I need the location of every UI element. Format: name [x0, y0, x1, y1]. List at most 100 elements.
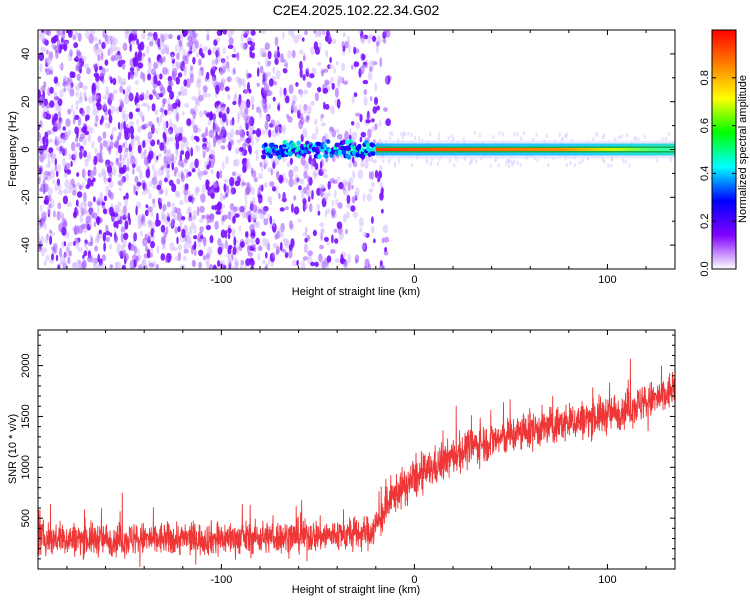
spectrogram-cell: [180, 216, 186, 221]
spectrogram-cell: [94, 43, 99, 50]
spectrogram-cell: [252, 197, 256, 205]
spectrogram-cell: [293, 195, 297, 201]
spectrogram-cell: [244, 107, 249, 116]
spectrogram-cell: [299, 49, 304, 55]
spectrogram-cell: [101, 41, 106, 50]
spectrogram-cell: [108, 114, 113, 124]
spectrogram-cell: [269, 181, 275, 188]
spectrogram-cell: [165, 120, 169, 129]
spectrogram-cell: [174, 131, 180, 137]
spectrogram-cell: [183, 194, 189, 204]
spectrogram-cell: [348, 138, 353, 144]
spectrogram-cell: [182, 48, 186, 57]
spectrogram-cell: [114, 53, 119, 61]
spectrogram-cell: [315, 125, 319, 135]
spectrogram-cell: [299, 178, 305, 185]
spectrogram-cell: [163, 109, 168, 115]
spectrogram-cell: [160, 34, 165, 43]
spectrogram-cell: [180, 141, 184, 151]
snr-x-tick-label: -100: [210, 574, 232, 586]
spectrogram-cell: [436, 161, 440, 166]
spectrogram-x-tick-label: 100: [598, 274, 616, 286]
spectrogram-cell: [281, 127, 286, 135]
spectrogram-cell: [342, 213, 347, 223]
spectrogram-cell: [107, 96, 111, 104]
spectrogram-cell: [146, 35, 151, 41]
spectrogram-cell: [251, 103, 255, 110]
spectrogram-cell: [321, 30, 326, 36]
spectrogram-cell: [278, 174, 284, 184]
spectrogram-cell: [127, 212, 131, 222]
spectrogram-cell: [162, 204, 167, 212]
spectrogram-cell: [227, 233, 231, 240]
spectrogram-cell: [43, 199, 48, 205]
spectrogram-cell: [235, 261, 239, 269]
spectrogram-cell: [262, 259, 266, 265]
spectrogram-cell: [72, 110, 76, 119]
spectrogram-cell: [86, 67, 91, 75]
spectrogram-cell: [94, 95, 99, 102]
spectrogram-cell: [285, 177, 289, 184]
spectrogram-cell: [234, 158, 240, 167]
spectrogram-cell: [73, 226, 78, 236]
spectrogram-cell: [306, 81, 312, 88]
spectrogram-cell: [382, 224, 388, 234]
spectrogram-cell: [200, 193, 206, 203]
spectrogram-cell: [132, 167, 135, 175]
spectrogram-cell: [281, 125, 287, 132]
spectrogram-cell: [117, 201, 122, 208]
spectrogram-cell: [243, 210, 248, 218]
spectrogram-cell: [120, 181, 123, 186]
spectrogram-cell: [307, 188, 313, 198]
spectrogram-cell: [102, 208, 108, 215]
spectrogram-cell: [119, 76, 123, 87]
spectrogram-cell: [67, 257, 71, 264]
spectrogram-cell: [361, 242, 366, 251]
spectrogram-cell: [337, 133, 343, 140]
spectrogram-cell: [289, 157, 293, 165]
spectrogram-cell: [226, 94, 231, 100]
spectrogram-cell: [291, 259, 298, 267]
spectrogram-cell: [318, 169, 324, 176]
spectrogram-cell: [76, 73, 81, 81]
spectrogram-cell: [147, 32, 153, 37]
spectrogram-cell: [151, 103, 156, 112]
spectrogram-cell: [100, 51, 104, 61]
spectrogram-cell: [160, 57, 163, 64]
spectrogram-cell: [278, 192, 281, 200]
spectrogram-cell: [43, 259, 47, 267]
spectrogram-cell: [313, 30, 317, 35]
spectrogram-y-tick-label: -20: [20, 189, 32, 205]
spectrogram-cell: [381, 158, 385, 164]
spectrogram-cell: [323, 101, 326, 110]
spectrogram-cell: [165, 188, 168, 197]
spectrogram-cell: [301, 37, 305, 42]
spectrogram-cell: [175, 61, 180, 71]
spectrogram-cell: [63, 87, 66, 93]
spectrogram-cell: [156, 80, 161, 86]
spectrogram-cell: [174, 256, 179, 261]
spectrogram-cell: [229, 176, 235, 187]
spectrogram-cell: [337, 75, 341, 85]
spectrogram-cell: [248, 127, 253, 136]
spectrogram-cell: [358, 30, 362, 35]
spectrogram-y-tick-label: 40: [20, 48, 32, 60]
spectrogram-cell: [202, 150, 206, 159]
spectrogram-cell: [149, 181, 153, 187]
spectrogram-cell: [102, 232, 107, 242]
spectrogram-cell: [172, 247, 178, 252]
spectrogram-cell: [202, 45, 209, 52]
spectrogram-cell: [353, 191, 358, 200]
spectrogram-cell: [320, 228, 325, 234]
spectrogram-cell: [116, 149, 119, 155]
spectrogram-cell: [86, 105, 91, 115]
spectrogram-cell: [91, 82, 97, 92]
spectrogram-cell: [206, 164, 210, 170]
spectrogram-cell: [201, 170, 204, 177]
spectrogram-cell: [242, 89, 248, 94]
spectrogram-cell: [338, 181, 344, 190]
spectrogram-cell: [109, 43, 115, 53]
spectrogram-cell: [172, 217, 177, 222]
